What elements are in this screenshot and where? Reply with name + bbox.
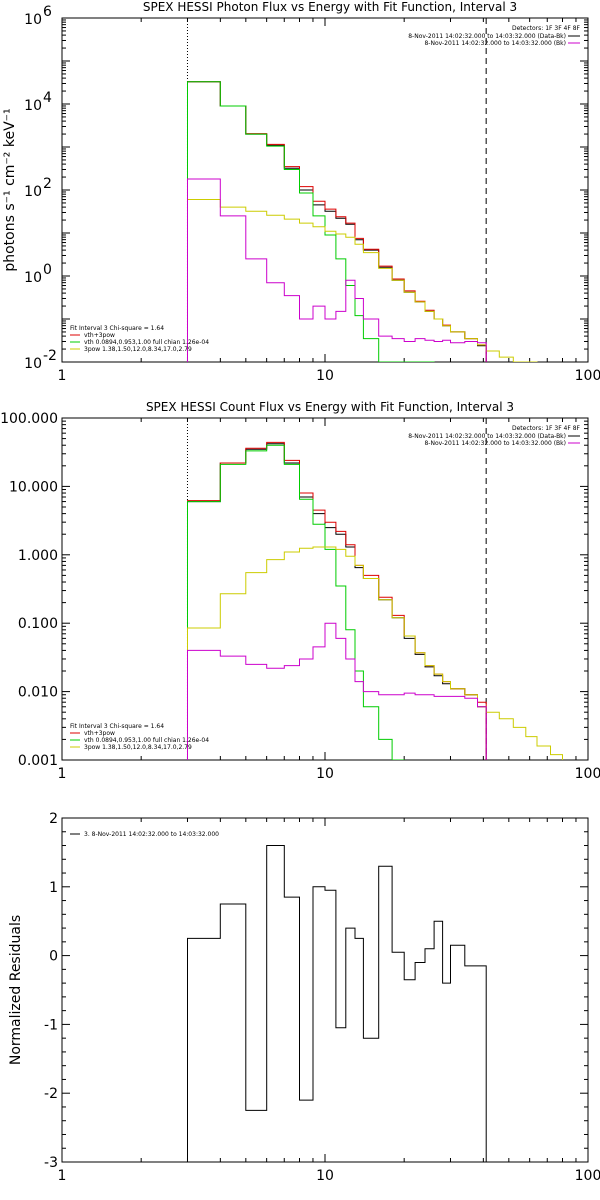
y-tick-label: 2 [49,811,58,827]
series-group [187,81,538,362]
y-tick-label: 1.000 [18,548,58,564]
x-tick-label: 10 [316,1168,334,1184]
legend-entry-text: 8-Nov-2011 14:02:32.000 to 14:03:32.000 … [408,433,566,440]
series-data-bk [187,443,487,760]
photon-flux-panel: SPEX HESSI Photon Flux vs Energy with Fi… [2,0,600,384]
legend-entry-text: vth 0.0894,0.953,1.00 full chian 1.26e-0… [84,737,209,744]
y-tick-label: -3 [44,1155,58,1171]
y-tick-label: 10 [24,12,42,28]
series-bk [187,178,487,362]
series-data-bk [187,81,487,362]
y-tick-exponent: -2 [43,348,57,364]
series-group [187,845,487,1162]
y-tick-exponent: 2 [43,176,52,192]
series-3pow [187,199,538,362]
count-flux-panel: SPEX HESSI Count Flux vs Energy with Fit… [0,400,600,782]
panel-title: SPEX HESSI Count Flux vs Energy with Fit… [146,400,514,414]
y-tick-label: 1 [49,880,58,896]
y-tick-label: 10 [24,184,42,200]
legend-entry-text: 8-Nov-2011 14:02:32.000 to 14:03:32.000 … [408,33,566,40]
y-tick-label: 10 [24,98,42,114]
y-tick-label: 0.100 [18,616,58,632]
x-tick-label: 1 [58,1168,67,1184]
plot-frame [61,817,589,1163]
x-tick-label: 1 [58,766,67,782]
x-tick-label: 10 [316,368,334,384]
x-tick-label: 100 [575,766,600,782]
y-tick-label: 0.001 [18,753,58,769]
series-3pow [187,546,563,760]
x-tick-label: 100 [575,368,600,384]
x-tick-label: 10 [316,766,334,782]
y-tick-label: -1 [44,1017,58,1033]
y-tick-exponent: 6 [43,4,52,20]
y-axis-label: photons s⁻¹ cm⁻² keV⁻¹ [2,108,18,271]
legend-entry-text: 8-Nov-2011 14:02:32.000 to 14:03:32.000 … [424,440,566,447]
x-tick-label: 100 [575,1168,600,1184]
legend-entry-text: 3pow 1.38,1.50,12.0,8.34,17.0,2.79 [84,346,192,353]
legend-entry-text: 8-Nov-2011 14:02:32.000 to 14:03:32.000 … [424,40,566,47]
series-bk [187,622,487,760]
y-axis-label: Normalized Residuals [8,915,24,1065]
plot-frame [61,417,589,761]
series-group [187,441,563,760]
legend-entry-text: vth+3pow [84,332,115,339]
legend-header: Detectors: 1F 3F 4F 8F [512,25,581,32]
panel-title: SPEX HESSI Photon Flux vs Energy with Fi… [143,0,517,14]
legend-entry-text: vth 0.0894,0.953,1.00 full chian 1.26e-0… [84,339,209,346]
series-vth [187,444,405,760]
legend-header: Fit Interval 3 Chi-square = 1.64 [70,325,164,332]
y-tick-label: -2 [44,1086,58,1102]
series-vth+3pow [187,441,487,760]
legend-entry-text: 3. 8-Nov-2011 14:02:32.000 to 14:03:32.0… [84,831,219,838]
y-tick-label: 100.000 [0,411,58,427]
legend-header: Detectors: 1F 3F 4F 8F [512,425,581,432]
series-vth+3pow [187,81,487,362]
y-tick-label: 0.010 [18,685,58,701]
legend-entry-text: 3pow 1.38,1.50,12.0,8.34,17.0,2.79 [84,744,192,751]
x-tick-label: 1 [58,368,67,384]
y-tick-label: 10 [24,356,42,372]
y-tick-label: 10.000 [9,479,58,495]
y-tick-exponent: 0 [43,262,52,278]
y-tick-label: 10 [24,270,42,286]
series-vth [187,81,435,362]
y-tick-exponent: 4 [43,90,52,106]
legend-entry-text: vth+3pow [84,730,115,737]
y-tick-label: 0 [49,949,58,965]
legend-header: Fit Interval 3 Chi-square = 1.64 [70,723,164,730]
residuals-panel: Normalized Residuals 1 10 100 -3 -2 -1 0 1 2 3. 8… [8,811,600,1184]
series-residuals [187,845,487,1162]
